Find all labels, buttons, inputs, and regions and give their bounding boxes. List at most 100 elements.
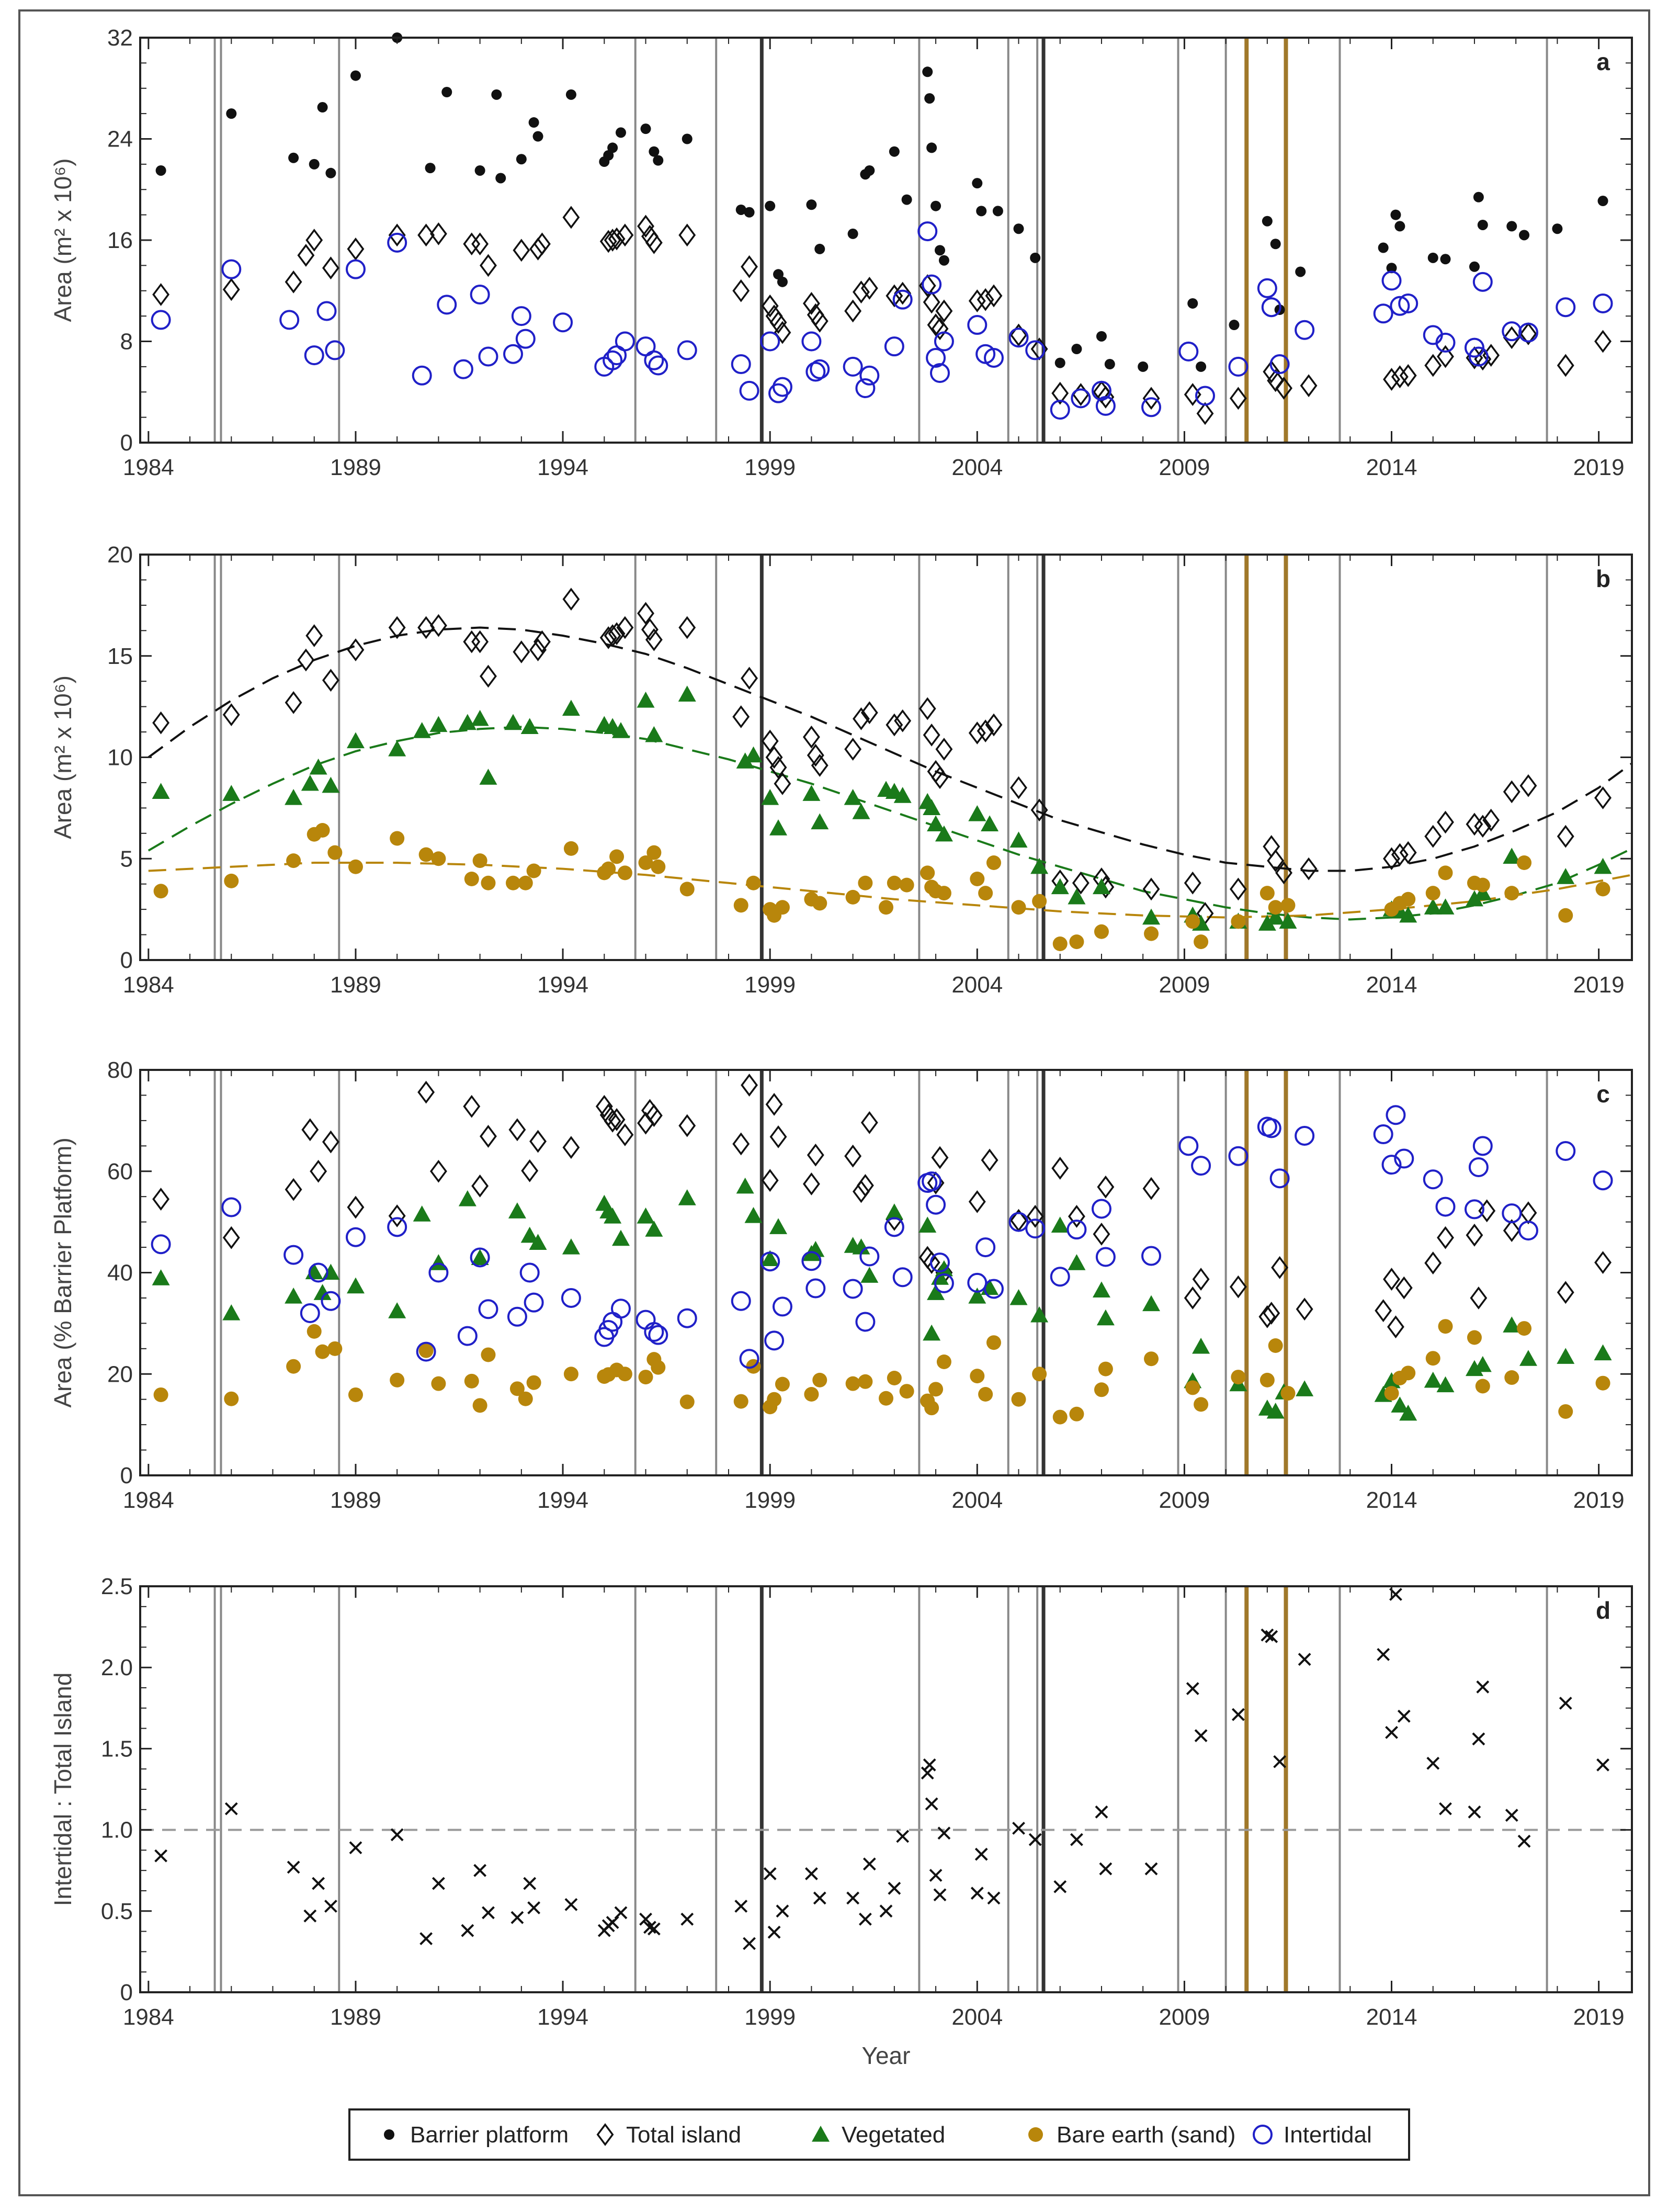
data-point-dot-black [1440,254,1451,265]
data-point-triangle-green [1424,898,1442,915]
data-point-circle-blue [1464,337,1484,358]
x-tick-label: 1984 [123,455,174,480]
x-tick-label: 2019 [1573,1487,1625,1513]
data-point-triangle-green [388,740,406,757]
data-point-triangle-green [1096,1309,1115,1326]
data-point-cross [1397,1709,1411,1723]
data-point-diamond-open [935,738,953,761]
data-point-diamond-open [471,1174,489,1198]
data-point-circle-blue [1195,386,1216,406]
data-point-dot-gold [1595,1375,1610,1391]
data-point-circle-blue [1394,1148,1414,1169]
x-tick-label: 2009 [1159,972,1210,998]
x-tick-label: 2004 [951,972,1003,998]
data-point-diamond-open [616,616,634,639]
data-point-dot-black [847,228,858,239]
data-point-diamond-open [807,1143,824,1167]
data-point-dot-black [425,163,436,174]
data-point-triangle-green [1009,831,1028,848]
data-point-diamond-open [521,1159,539,1182]
data-point-dot-gold [1231,914,1246,929]
data-point-dot-gold [970,872,985,886]
data-point-diamond-open [886,284,903,308]
data-point-cross [1053,1880,1067,1893]
data-point-circle-blue [731,354,751,375]
data-point-dot-gold [601,861,616,876]
data-point-dot-black [682,133,693,144]
data-point-triangle-green [802,785,821,801]
data-point-diamond-open [1258,1305,1276,1328]
data-point-diamond-open [388,223,406,247]
data-point-circle-blue [768,383,789,403]
data-point-triangle-green [761,789,779,805]
data-point-circle-blue [615,331,635,352]
y-tick-label: 80 [107,1057,133,1083]
legend-label: Vegetated [842,2122,945,2148]
data-point-dot-gold [1280,898,1296,913]
data-point-diamond-open [1142,387,1160,410]
data-point-dot-black [814,243,825,254]
data-point-dot-gold [286,853,301,868]
data-point-dot-gold [1504,886,1519,901]
data-point-dot-gold [1401,1365,1416,1381]
data-point-dot-black [565,89,576,100]
data-point-dot-gold [733,898,748,913]
data-point-triangle-green [852,1238,870,1255]
data-point-dot-gold [858,875,873,890]
data-point-triangle-green [1030,1306,1049,1323]
data-point-circle-blue [1191,1156,1211,1176]
data-point-circle-blue [801,1251,822,1271]
data-point-circle-blue [524,1292,544,1313]
data-point-diamond-open [305,229,323,252]
data-point-diamond-open [844,738,862,761]
data-point-dot-gold [1475,1379,1490,1394]
data-point-dot-black [1270,239,1281,250]
data-point-cross [1472,1732,1485,1746]
data-point-triangle-green [520,718,539,734]
data-point-triangle-green [604,1207,622,1224]
data-point-cross [1468,1805,1481,1819]
data-point-triangle-green [968,805,986,821]
data-point-triangle-green [968,1288,986,1304]
data-point-dot-black [934,245,945,256]
panel-a: 0 8 16 24 32 1984 1989 1994 1999 2004 2009 2014 2019… [49,25,1633,480]
data-point-diamond-open [480,254,497,277]
data-point-dot-black [926,142,937,153]
data-point-cross [776,1904,789,1918]
data-point-triangle-green [1142,908,1161,925]
data-point-diamond-open [1026,1205,1044,1228]
data-point-diamond-open [1503,1219,1521,1243]
data-point-dot-gold [899,877,914,893]
data-point-diamond-open [480,1124,497,1148]
data-point-diamond-open [977,288,994,311]
panel-letter: d [1596,1597,1610,1624]
data-point-dot-black [288,152,299,163]
data-point-diamond-open [894,281,912,305]
data-point-triangle-green [1192,1337,1210,1354]
data-point-diamond-open [1391,843,1409,866]
data-point-diamond-open [732,705,750,728]
data-point-diamond-open [1263,1302,1280,1325]
data-point-triangle-green [413,1205,431,1222]
data-point-diamond-open [765,746,783,769]
data-point-dot-gold [315,1344,330,1359]
data-point-dot-gold [1194,934,1209,950]
x-tick-label: 2004 [951,1487,1003,1513]
data-point-dot-black [744,207,755,218]
legend-marker-triangle-green [812,2126,830,2142]
data-point-dot-gold [1259,1372,1275,1387]
data-point-dot-gold [1475,877,1490,893]
data-point-cross [921,1766,934,1780]
data-point-diamond-open [417,223,435,247]
data-point-diamond-open [534,232,551,256]
data-point-dot-gold [651,1360,666,1375]
data-point-circle-blue [892,1267,913,1288]
data-point-diamond-open [741,1074,758,1097]
data-point-circle-blue [1261,297,1281,318]
data-point-dot-gold [638,855,653,870]
data-point-diamond-open [1300,857,1318,881]
data-point-triangle-green [645,1221,663,1237]
data-point-circle-blue [151,1234,171,1255]
data-point-diamond-open [1030,798,1048,822]
data-point-circle-blue [345,259,366,279]
